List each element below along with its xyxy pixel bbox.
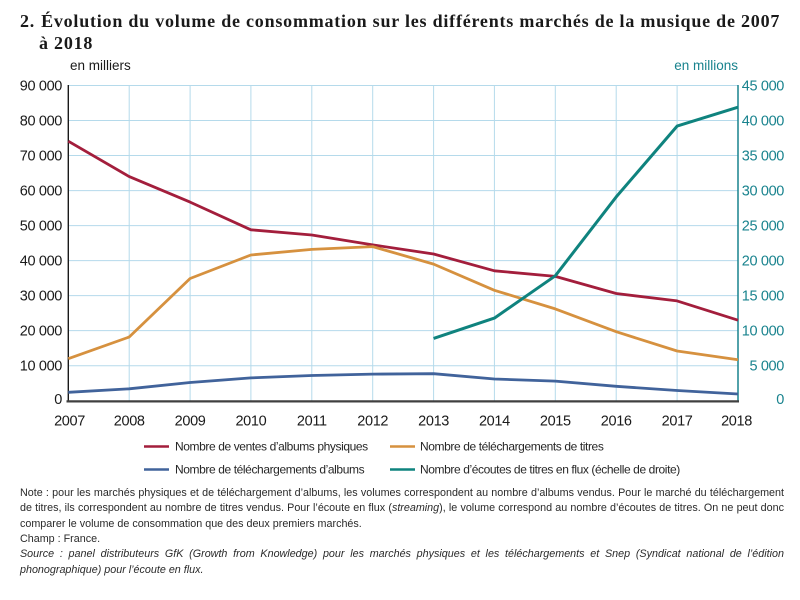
svg-text:2016: 2016 bbox=[601, 413, 632, 429]
svg-text:2015: 2015 bbox=[540, 413, 571, 429]
svg-text:90 000: 90 000 bbox=[20, 78, 63, 94]
svg-text:Nombre d’écoutes de titres en: Nombre d’écoutes de titres en flux (éche… bbox=[420, 463, 680, 477]
svg-text:2011: 2011 bbox=[297, 413, 327, 429]
svg-text:en milliers: en milliers bbox=[70, 58, 131, 73]
svg-text:2007: 2007 bbox=[54, 413, 85, 429]
svg-text:Nombre de téléchargements d’al: Nombre de téléchargements d’albums bbox=[175, 463, 365, 477]
svg-text:50 000: 50 000 bbox=[20, 218, 63, 234]
svg-text:35 000: 35 000 bbox=[742, 148, 785, 164]
svg-text:40 000: 40 000 bbox=[20, 253, 63, 269]
svg-text:2008: 2008 bbox=[114, 413, 145, 429]
svg-text:2012: 2012 bbox=[357, 413, 388, 429]
svg-text:Nombre de ventes d’albums phys: Nombre de ventes d’albums physiques bbox=[175, 440, 368, 454]
svg-text:5 000: 5 000 bbox=[749, 359, 784, 375]
svg-text:10 000: 10 000 bbox=[20, 359, 63, 375]
svg-text:2010: 2010 bbox=[235, 413, 266, 429]
svg-text:40 000: 40 000 bbox=[742, 113, 785, 129]
svg-text:45 000: 45 000 bbox=[742, 78, 785, 94]
svg-text:70 000: 70 000 bbox=[20, 148, 63, 164]
svg-text:0: 0 bbox=[54, 392, 62, 408]
svg-text:15 000: 15 000 bbox=[742, 288, 785, 304]
svg-text:60 000: 60 000 bbox=[20, 183, 63, 199]
svg-text:0: 0 bbox=[776, 392, 784, 408]
svg-text:30 000: 30 000 bbox=[742, 183, 785, 199]
svg-text:en millions: en millions bbox=[674, 58, 738, 73]
svg-text:2014: 2014 bbox=[479, 413, 510, 429]
svg-text:2017: 2017 bbox=[662, 413, 693, 429]
svg-text:Nombre de téléchargements de t: Nombre de téléchargements de titres bbox=[420, 440, 604, 454]
svg-text:2013: 2013 bbox=[418, 413, 449, 429]
svg-text:20 000: 20 000 bbox=[742, 253, 785, 269]
svg-text:2009: 2009 bbox=[175, 413, 206, 429]
svg-text:10 000: 10 000 bbox=[742, 324, 785, 340]
svg-text:20 000: 20 000 bbox=[20, 324, 63, 340]
svg-text:2018: 2018 bbox=[721, 413, 752, 429]
svg-text:25 000: 25 000 bbox=[742, 218, 785, 234]
svg-text:30 000: 30 000 bbox=[20, 288, 63, 304]
svg-text:80 000: 80 000 bbox=[20, 113, 63, 129]
